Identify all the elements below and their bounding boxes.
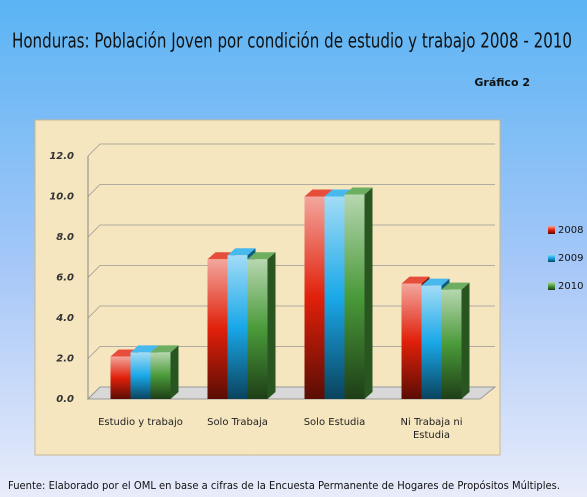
source-note: Fuente: Elaborado por el OML en base a c… [8,479,560,492]
bar [324,196,345,399]
bar [207,259,228,399]
bar [150,352,171,399]
bar-side [170,345,179,399]
bar-top [441,282,470,290]
bar [304,196,325,399]
legend-label: 2009 [558,253,583,264]
bar-top [130,345,159,353]
bar [421,285,442,399]
bar [441,289,462,399]
legend-swatch [548,226,555,234]
y-tick-label: 10.0 [49,192,74,203]
y-tick-label: 2.0 [56,354,74,365]
bar-top [247,252,276,260]
x-tick-label: Ni Trabaja ni Estudia [400,417,463,441]
x-tick-label: Solo Trabaja [207,417,268,428]
legend-label: 2010 [558,281,583,292]
bar [401,283,422,399]
bar [247,259,268,399]
bar-side [364,187,373,399]
bar [227,255,248,399]
chart-title: Honduras: Población Joven por condición … [12,29,572,53]
bar-side [461,282,470,399]
bar-top [227,248,256,256]
y-tick-label: 0.0 [56,394,74,405]
y-tick-label: 12.0 [49,151,74,162]
bar-top [421,278,450,286]
bar [130,352,151,399]
bar-side [267,252,276,399]
legend-swatch [548,254,555,262]
bar [344,194,365,399]
legend-label: 2008 [558,225,583,236]
grid-line [87,143,495,157]
bar [110,356,131,399]
chart-subtitle: Gráfico 2 [474,76,530,89]
bar-top [304,189,333,197]
bar-top [401,276,430,284]
y-tick-label: 4.0 [55,313,74,324]
grid-line [87,184,495,197]
bar-top [344,187,373,195]
bar-top [150,345,179,353]
y-tick-label: 8.0 [56,232,74,243]
y-tick-label: 6.0 [56,273,74,284]
x-tick-label: Solo Estudia [303,417,366,428]
x-tick-label: Estudio y trabajo [98,417,183,428]
legend-swatch [548,282,555,290]
